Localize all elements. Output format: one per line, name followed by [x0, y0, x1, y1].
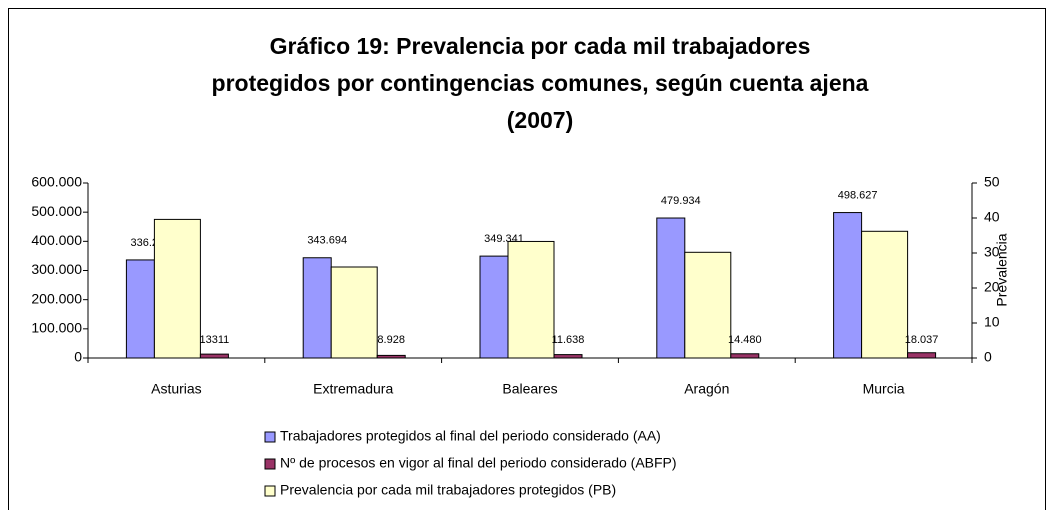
y-tick-label: 400.000 — [31, 232, 82, 248]
chart-title: (2007) — [507, 107, 573, 133]
y2-tick-label: 50 — [984, 174, 1000, 190]
value-label: 8.928 — [377, 334, 405, 346]
bar — [153, 218, 201, 359]
bar — [302, 257, 332, 359]
x-tick-label: Asturias — [151, 381, 202, 397]
y2-tick-label: 40 — [984, 209, 1000, 225]
value-label: 13311 — [200, 334, 230, 346]
x-tick-label: Aragón — [684, 381, 729, 397]
y2-tick-label: 20 — [984, 279, 1000, 295]
y-tick-label: 300.000 — [31, 261, 82, 277]
value-label: 11.638 — [552, 334, 585, 346]
y-tick-label: 0 — [74, 349, 82, 365]
legend-swatch — [264, 431, 276, 443]
chart-title: protegidos por contingencias comunes, se… — [212, 70, 869, 96]
bar — [553, 354, 583, 359]
y2-tick-label: 30 — [984, 244, 1000, 260]
y2-axis-label: Prevalencia — [994, 233, 1010, 306]
bar — [199, 353, 229, 359]
legend-swatch — [264, 458, 276, 470]
y-tick-label: 600.000 — [31, 174, 82, 190]
legend-label: Prevalencia por cada mil trabajadores pr… — [280, 482, 616, 498]
x-tick-label: Murcia — [863, 381, 905, 397]
bar — [330, 266, 378, 359]
y-tick-label: 200.000 — [31, 290, 82, 306]
value-label: 479.934 — [661, 195, 701, 207]
x-tick-label: Baleares — [502, 381, 557, 397]
bar — [861, 230, 909, 359]
legend-label: Nº de procesos en vigor al final del per… — [280, 455, 677, 471]
value-label: 18.037 — [905, 334, 939, 346]
legend-swatch — [264, 485, 276, 497]
bar — [907, 352, 937, 359]
y-tick-label: 100.000 — [31, 320, 82, 336]
bar — [730, 353, 760, 359]
y2-tick-label: 10 — [984, 314, 1000, 330]
bar — [684, 251, 732, 359]
bar — [833, 212, 863, 359]
bar — [507, 240, 555, 359]
y-tick-label: 500.000 — [31, 203, 82, 219]
bar — [479, 255, 509, 359]
value-label: 343.694 — [307, 235, 347, 247]
value-label: 14.480 — [728, 334, 762, 346]
bar — [125, 259, 155, 359]
legend-label: Trabajadores protegidos al final del per… — [280, 428, 661, 444]
y2-tick-label: 0 — [984, 349, 992, 365]
bar — [656, 217, 686, 359]
value-label: 498.627 — [838, 189, 878, 201]
x-tick-label: Extremadura — [313, 381, 393, 397]
chart-title: Gráfico 19: Prevalencia por cada mil tra… — [270, 33, 811, 59]
